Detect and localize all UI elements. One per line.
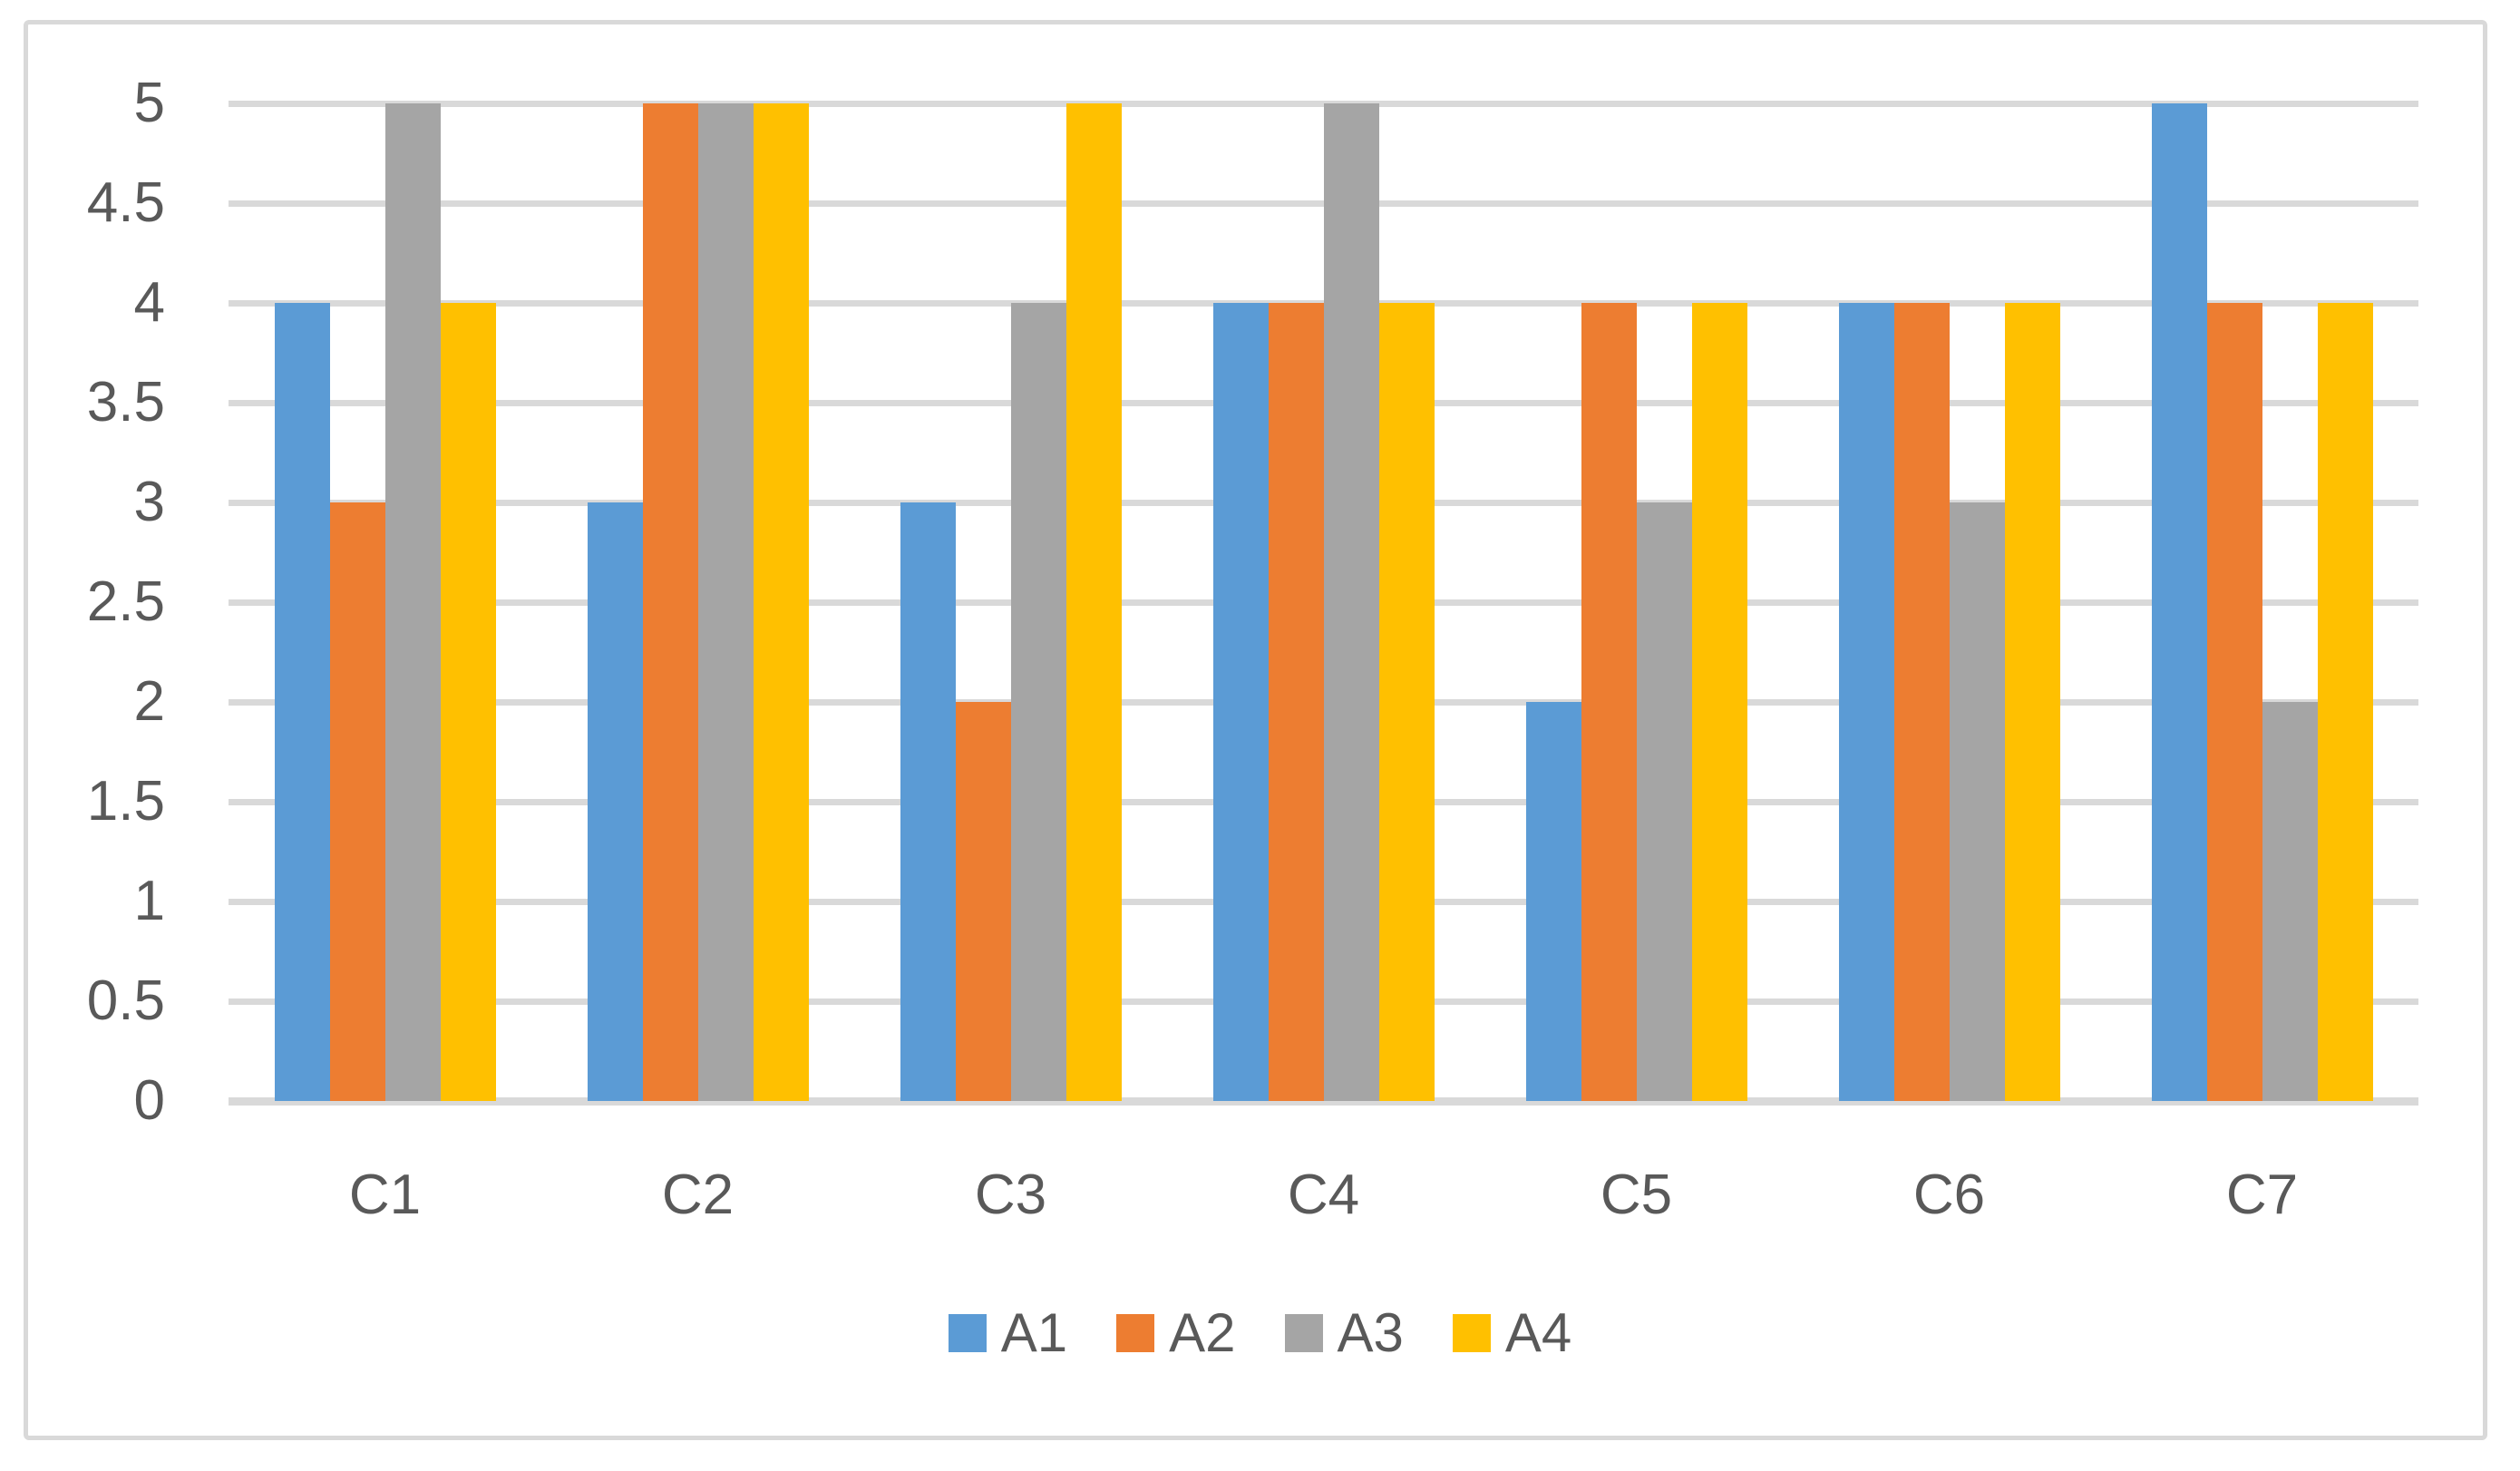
bar-C7-A2 xyxy=(2206,303,2262,1101)
y-axis-tick-label: 4 xyxy=(133,271,165,334)
y-axis-tick-label: 2.5 xyxy=(86,570,165,633)
bar-C6-A3 xyxy=(1949,502,2005,1101)
chart-legend: A1 A2 A3 A4 xyxy=(0,1304,2520,1362)
legend-item-A3: A3 xyxy=(1284,1302,1404,1363)
bar-C6-A2 xyxy=(1893,303,1950,1101)
bar-C3-A2 xyxy=(955,702,1011,1101)
x-axis-category-label: C5 xyxy=(1600,1164,1673,1226)
y-axis-tick-label: 3 xyxy=(133,471,165,533)
bar-C2-A2 xyxy=(642,103,698,1101)
legend-swatch-icon xyxy=(1116,1314,1155,1352)
y-axis-tick-label: 1.5 xyxy=(86,770,165,833)
y-axis-tick-label: 0 xyxy=(133,1069,165,1132)
legend-label: A1 xyxy=(1000,1302,1068,1363)
x-axis-category-label: C3 xyxy=(974,1164,1047,1226)
legend-label: A4 xyxy=(1504,1302,1572,1363)
x-axis-category-label: C6 xyxy=(1912,1164,1986,1226)
bar-C4-A1 xyxy=(1212,303,1269,1101)
legend-item-A4: A4 xyxy=(1452,1302,1572,1363)
bar-C7-A4 xyxy=(2317,303,2373,1101)
legend-swatch-icon xyxy=(948,1314,987,1352)
bar-C3-A1 xyxy=(900,502,956,1101)
bar-C5-A1 xyxy=(1525,702,1581,1101)
bar-C1-A4 xyxy=(440,303,496,1101)
bar-C6-A1 xyxy=(1838,303,1894,1101)
x-axis-category-label: C2 xyxy=(661,1164,735,1226)
bar-C2-A4 xyxy=(753,103,809,1101)
x-axis-category-label: C1 xyxy=(348,1164,422,1226)
bar-C3-A4 xyxy=(1065,103,1122,1101)
bar-C2-A3 xyxy=(697,103,754,1101)
y-axis-tick-label: 1 xyxy=(133,870,165,932)
bar-C1-A3 xyxy=(384,103,441,1101)
bar-C3-A3 xyxy=(1010,303,1066,1101)
bar-C5-A3 xyxy=(1636,502,1692,1101)
x-axis-category-label: C7 xyxy=(2225,1164,2299,1226)
legend-swatch-icon xyxy=(1452,1314,1491,1352)
legend-item-A1: A1 xyxy=(948,1302,1068,1363)
legend-label: A2 xyxy=(1169,1302,1236,1363)
bar-C4-A2 xyxy=(1268,303,1324,1101)
legend-label: A3 xyxy=(1337,1302,1404,1363)
legend-swatch-icon xyxy=(1284,1314,1323,1352)
bar-C7-A1 xyxy=(2151,103,2207,1101)
bar-C5-A4 xyxy=(1691,303,1747,1101)
x-axis-category-label: C4 xyxy=(1287,1164,1360,1226)
bar-C4-A3 xyxy=(1323,103,1379,1101)
bar-C1-A1 xyxy=(274,303,330,1101)
y-axis-tick-label: 3.5 xyxy=(86,371,165,434)
bar-C5-A2 xyxy=(1581,303,1637,1101)
bar-C4-A4 xyxy=(1378,303,1435,1101)
x-axis-line xyxy=(229,1097,2418,1106)
bar-C2-A1 xyxy=(587,502,643,1101)
bar-C6-A4 xyxy=(2004,303,2060,1101)
bar-C1-A2 xyxy=(329,502,385,1101)
y-axis-tick-label: 5 xyxy=(133,72,165,134)
legend-item-A2: A2 xyxy=(1116,1302,1236,1363)
y-axis-tick-label: 4.5 xyxy=(86,171,165,234)
y-axis-tick-label: 2 xyxy=(133,670,165,733)
bar-C7-A3 xyxy=(2262,702,2318,1101)
y-axis-tick-label: 0.5 xyxy=(86,969,165,1032)
